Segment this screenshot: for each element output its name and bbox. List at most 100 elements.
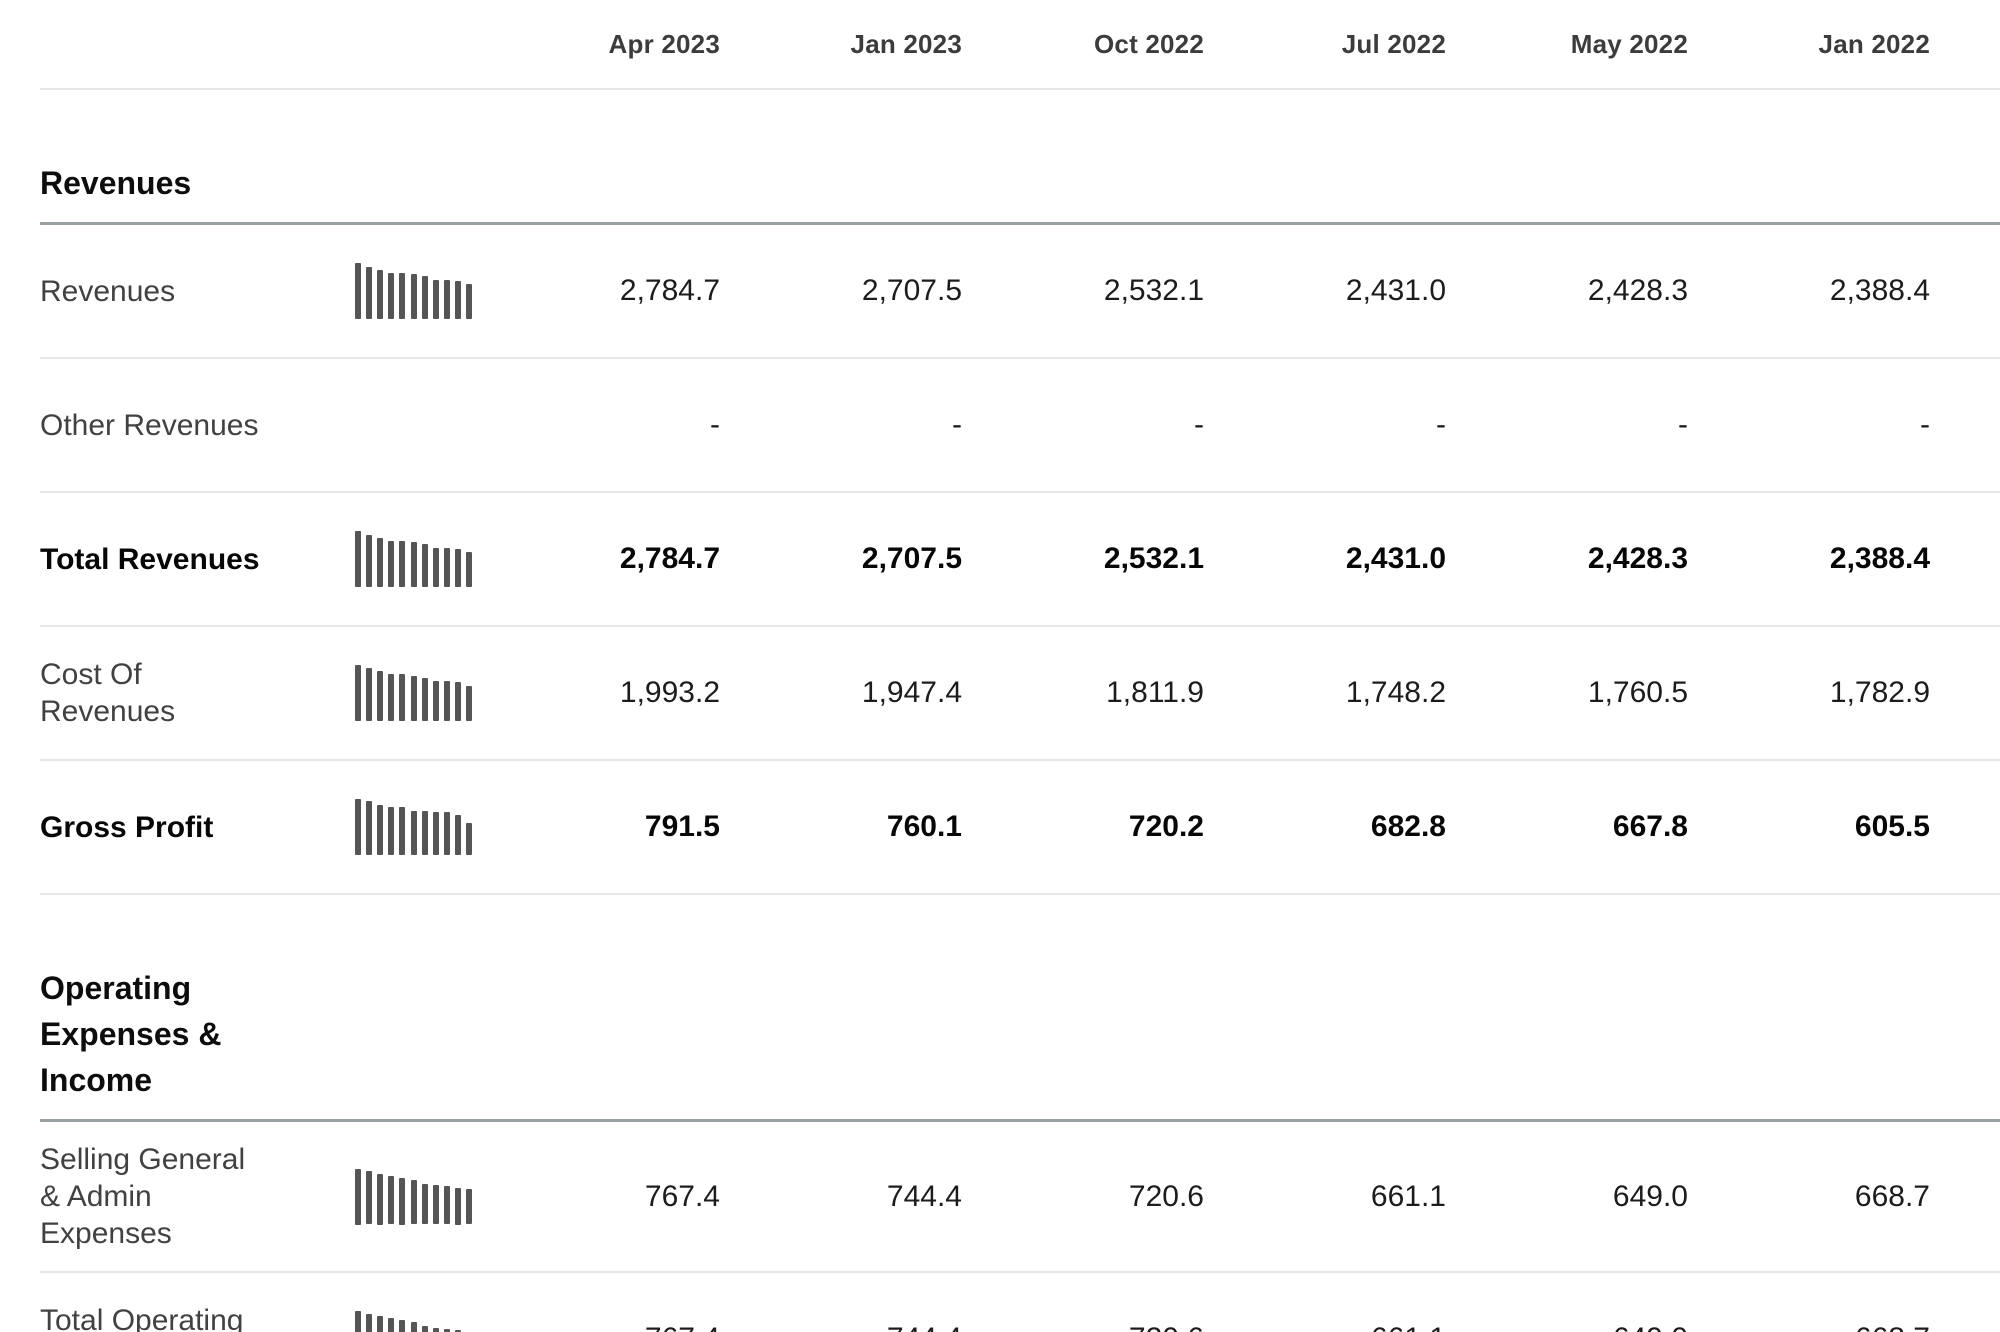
- table-row[interactable]: Revenues 2,784.7 2,707.5 2,532.1 2,431.0 2,4…: [40, 225, 2000, 359]
- spark-bar: [399, 674, 406, 721]
- spark-bar: [465, 685, 472, 721]
- sparkline-mini-bar-chart[interactable]: [355, 1168, 477, 1225]
- sparkline-mini-bar-chart[interactable]: [355, 799, 477, 855]
- value-cell: 682.8: [1370, 810, 1446, 843]
- spark-bar: [399, 806, 406, 855]
- value-cell: 2,784.7: [619, 274, 720, 307]
- spark-bar: [410, 274, 417, 319]
- spark-bar: [454, 1187, 461, 1225]
- spark-bar: [421, 1183, 428, 1225]
- value-cell: 2,388.4: [1829, 542, 1930, 575]
- spark-bar: [410, 1179, 417, 1225]
- row-label: Revenues: [40, 274, 176, 308]
- spark-bar: [355, 531, 361, 587]
- spark-bar: [399, 541, 406, 587]
- spark-bar: [454, 682, 461, 721]
- spark-bar: [366, 667, 373, 721]
- spark-bar: [465, 1189, 472, 1225]
- spark-bar: [465, 552, 472, 587]
- value-cell: -: [1920, 408, 1930, 441]
- column-header: Jan 2023: [850, 28, 962, 59]
- spark-bar: [465, 822, 472, 855]
- spark-bar: [366, 1313, 373, 1332]
- row-label: Total Revenues: [40, 542, 260, 576]
- value-cell: 2,707.5: [861, 274, 962, 307]
- row-label: Other Revenues: [40, 408, 259, 442]
- value-cell: 744.4: [720, 1322, 962, 1332]
- section-rows: Selling General & Admin Expenses 767.4 74…: [0, 1122, 2000, 1332]
- value-cell: 667.8: [1612, 810, 1688, 843]
- value-cell: 767.4: [478, 1322, 720, 1332]
- spark-bar: [443, 547, 450, 587]
- value-cell: 2,707.5: [861, 542, 962, 575]
- value-cell: 760.1: [886, 810, 962, 843]
- value-cell: 2,428.3: [1587, 542, 1688, 575]
- value-cell: 744.4: [886, 1179, 962, 1213]
- value-cell: 661.1: [1370, 1179, 1446, 1213]
- value-cell: 668.7: [1688, 1322, 1930, 1332]
- spark-bar: [421, 544, 428, 587]
- spark-bar: [377, 269, 384, 319]
- table-row[interactable]: Total Operating Expenses 767.4744.4720.6…: [40, 1273, 2000, 1332]
- value-cell: 2,388.4: [1829, 274, 1930, 307]
- spark-bar: [432, 1327, 439, 1332]
- row-label: Cost Of Revenues: [40, 658, 176, 728]
- value-cell: 1,748.2: [1345, 676, 1446, 709]
- sparkline-mini-bar-chart[interactable]: [355, 531, 477, 587]
- spark-bar: [388, 806, 395, 855]
- spark-bar: [421, 1326, 428, 1332]
- value-cell: 2,532.1: [1103, 542, 1204, 575]
- table-row[interactable]: Gross Profit 791.5 760.1 720.2 682.8 667.8 60…: [40, 761, 2000, 895]
- section-title: Revenues: [40, 90, 2000, 225]
- spark-bar: [443, 812, 450, 855]
- table-body: Revenues Revenues 2,784.7 2,707.5 2,532.1 2…: [0, 90, 2000, 1332]
- spark-bar: [443, 279, 450, 319]
- value-cell: 2,428.3: [1587, 274, 1688, 307]
- spark-bar: [388, 1318, 395, 1332]
- spark-bar: [443, 1186, 450, 1225]
- value-cell: 1,947.4: [861, 676, 962, 709]
- sparkline-mini-bar-chart[interactable]: [355, 665, 477, 721]
- table-row[interactable]: Cost Of Revenues 1,993.2 1,947.4 1,811.9 1,…: [40, 627, 2000, 761]
- spark-bar: [432, 812, 439, 855]
- spark-bar: [421, 811, 428, 855]
- spark-bar: [388, 541, 395, 587]
- column-header: Jul 2022: [1341, 28, 1446, 59]
- value-cell: 661.1: [1204, 1322, 1446, 1332]
- spark-bar: [366, 801, 373, 855]
- value-cell: -: [1436, 408, 1446, 441]
- value-cell: 2,784.7: [619, 542, 720, 575]
- value-cell: 649.0: [1446, 1322, 1688, 1332]
- spark-bar: [454, 814, 461, 855]
- value-cell: 720.6: [962, 1322, 1204, 1332]
- spark-bar: [410, 811, 417, 855]
- spark-bar: [454, 548, 461, 587]
- spark-bar: [377, 671, 384, 721]
- spark-bar: [366, 266, 373, 319]
- section-title: Operating Expenses & Income: [40, 895, 2000, 1122]
- spark-bar: [399, 273, 406, 319]
- spark-bar: [366, 1171, 373, 1225]
- value-cell: 720.2: [1128, 810, 1204, 843]
- spark-bar: [388, 674, 395, 721]
- spark-bar: [432, 1185, 439, 1225]
- column-header: May 2022: [1570, 28, 1688, 59]
- spark-bar: [410, 675, 417, 721]
- spark-bar: [454, 280, 461, 319]
- column-header: Jan 2022: [1818, 28, 1930, 59]
- column-header: Oct 2022: [1093, 28, 1204, 59]
- spark-bar: [443, 681, 450, 721]
- spark-bar: [355, 799, 361, 855]
- section-rows: Revenues 2,784.7 2,707.5 2,532.1 2,431.0 2,4…: [0, 225, 2000, 895]
- sparkline-mini-bar-chart[interactable]: [355, 263, 477, 319]
- sparkline-mini-bar-chart[interactable]: [355, 1311, 477, 1332]
- spark-bar: [377, 804, 384, 855]
- value-cell: 1,760.5: [1587, 676, 1688, 709]
- table-section: Revenues Revenues 2,784.7 2,707.5 2,532.1 2…: [0, 90, 2000, 895]
- table-row[interactable]: Total Revenues 2,784.7 2,707.5 2,532.1 2,43…: [40, 493, 2000, 627]
- table-row[interactable]: Selling General & Admin Expenses 767.4 74…: [40, 1122, 2000, 1273]
- column-header: Apr 2023: [608, 28, 720, 59]
- spark-bar: [377, 1316, 384, 1332]
- table-row[interactable]: Other Revenues - - - - - -: [40, 359, 2000, 493]
- spark-bar: [443, 1328, 450, 1332]
